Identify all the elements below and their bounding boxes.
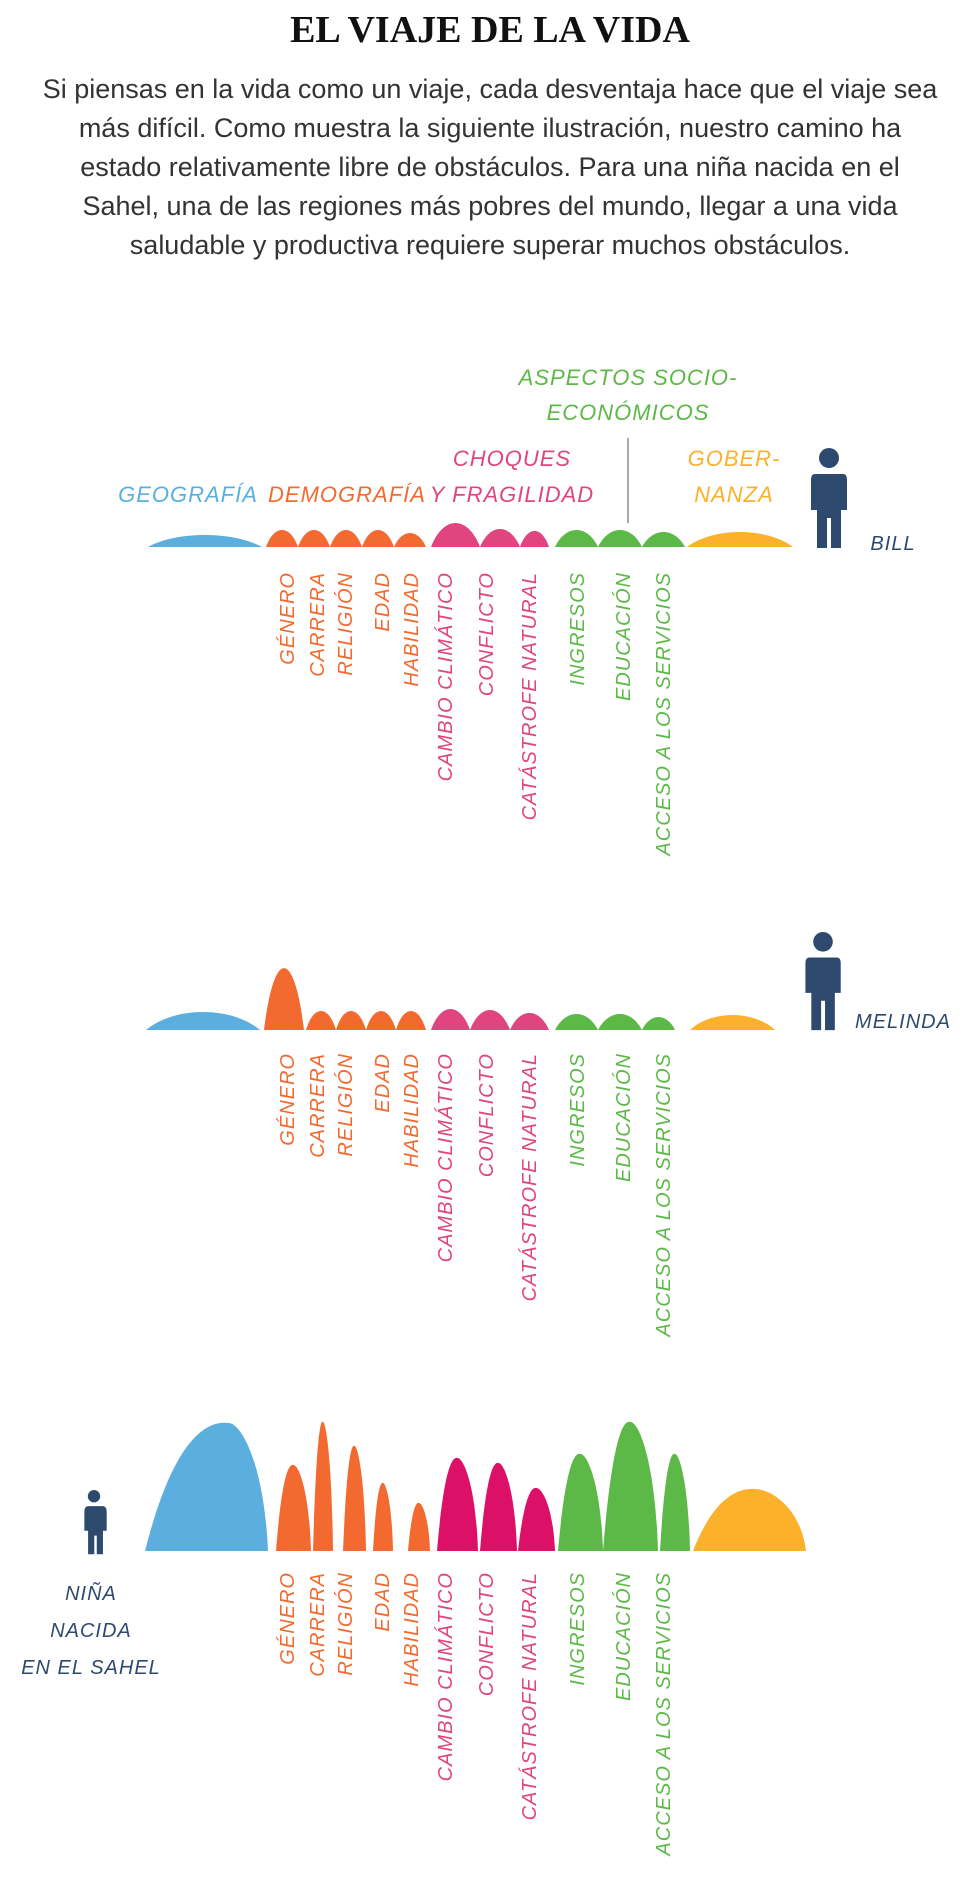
factor-label: HABILIDAD — [401, 572, 423, 687]
melinda-choques-bump — [510, 1013, 549, 1030]
factor-label: EDAD — [372, 1572, 394, 1632]
bill-demografia-bump — [266, 530, 298, 547]
bill-choques-bump — [431, 523, 480, 547]
sahel-demografia-bump — [276, 1464, 311, 1551]
factor-label: ACCESO A LOS SERVICIOS — [653, 1053, 675, 1338]
melinda-demografia-bump — [366, 1011, 396, 1030]
bill-demografia-bump — [394, 533, 426, 547]
factor-label: HABILIDAD — [401, 1572, 423, 1687]
melinda-socio-bump — [642, 1017, 675, 1030]
factor-label: INGRESOS — [567, 1053, 589, 1167]
bill-figure-body — [811, 474, 847, 548]
category-label-choques: CHOQUES — [453, 446, 571, 471]
factor-label: EDAD — [372, 572, 394, 632]
factor-label: RELIGIÓN — [334, 1053, 357, 1157]
melinda-geografia-bump — [146, 1012, 260, 1030]
bill-gobernanza-bump — [687, 532, 793, 547]
sahel-socio-bump — [603, 1421, 658, 1551]
factor-label: EDAD — [372, 1053, 394, 1113]
bill-socio-bump — [642, 532, 685, 547]
person-name-bill: BILL — [870, 533, 915, 555]
category-label-socio: ECONÓMICOS — [547, 400, 710, 425]
factor-label: ACCESO A LOS SERVICIOS — [653, 572, 675, 857]
factor-label: GÉNERO — [276, 1572, 299, 1665]
melinda-choques-bump — [470, 1010, 510, 1030]
category-label-demografia: DEMOGRAFÍA — [268, 482, 426, 507]
factor-label: RELIGIÓN — [334, 572, 357, 676]
melinda-demografia-bump — [306, 1011, 336, 1030]
factor-label: INGRESOS — [567, 1572, 589, 1686]
category-label-geografia: GEOGRAFÍA — [118, 482, 258, 507]
sahel-geografia-bump — [145, 1422, 268, 1551]
sahel-demografia-bump — [373, 1482, 393, 1551]
factor-label: HABILIDAD — [401, 1053, 423, 1168]
factor-label: CAMBIO CLIMÁTICO — [434, 572, 457, 781]
factor-label: EDUCACIÓN — [612, 1572, 635, 1701]
sahel-socio-bump — [558, 1453, 603, 1551]
factor-label: INGRESOS — [567, 572, 589, 686]
category-label-gobernanza: NANZA — [694, 482, 774, 507]
factor-label: CARRERA — [307, 1572, 329, 1677]
factor-label: CATÁSTROFE NATURAL — [518, 1572, 541, 1820]
factor-label: ACCESO A LOS SERVICIOS — [653, 1572, 675, 1857]
melinda-genero-bump — [264, 968, 304, 1030]
sahel-demografia-bump — [313, 1421, 333, 1551]
sahel-gobernanza-bump — [693, 1488, 806, 1551]
bill-demografia-bump — [330, 530, 362, 547]
melinda-socio-bump — [555, 1014, 598, 1030]
factor-label: EDUCACIÓN — [612, 1053, 635, 1182]
sahel-demografia-bump — [343, 1445, 366, 1551]
bill-choques-bump — [480, 529, 520, 547]
melinda-gobernanza-bump — [690, 1015, 775, 1030]
sahel-choques-bump — [480, 1462, 517, 1551]
bill-demografia-bump — [362, 530, 394, 547]
factor-label: RELIGIÓN — [334, 1572, 357, 1676]
factor-label: CONFLICTO — [476, 572, 498, 696]
melinda-figure-head — [813, 932, 833, 952]
category-label-socio: ASPECTOS SOCIO- — [517, 365, 738, 390]
page-title: EL VIAJE DE LA VIDA — [290, 9, 690, 51]
person-name-sahel: NIÑA — [65, 1581, 117, 1605]
sahel-demografia-bump — [408, 1502, 430, 1551]
factor-label: GÉNERO — [276, 1053, 299, 1146]
factor-label: CAMBIO CLIMÁTICO — [434, 1572, 457, 1781]
intro-paragraph: Si piensas en la vida como un viaje, cad… — [42, 74, 938, 260]
category-label-gobernanza: GOBER- — [688, 446, 781, 471]
melinda-demografia-bump — [396, 1011, 426, 1030]
person-name-melinda: MELINDA — [855, 1011, 951, 1033]
factor-label: CONFLICTO — [476, 1572, 498, 1696]
factor-label: EDUCACIÓN — [612, 572, 635, 701]
bill-figure-head — [819, 448, 839, 468]
melinda-figure-body — [805, 957, 841, 1031]
sahel-choques-bump — [437, 1457, 478, 1551]
sahel-girl-figure-body — [84, 1506, 107, 1555]
bill-socio-bump — [555, 530, 598, 547]
sahel-socio-bump — [660, 1453, 690, 1551]
bill-geografia-bump — [148, 535, 262, 547]
person-name-sahel: EN EL SAHEL — [21, 1657, 161, 1679]
factor-label: CONFLICTO — [476, 1053, 498, 1177]
factor-label: GÉNERO — [276, 572, 299, 665]
sahel-girl-figure-head — [87, 1490, 101, 1503]
factor-label: CATÁSTROFE NATURAL — [518, 1053, 541, 1301]
melinda-socio-bump — [598, 1014, 642, 1030]
melinda-demografia-bump — [336, 1011, 366, 1030]
melinda-choques-bump — [431, 1009, 470, 1030]
factor-label: CAMBIO CLIMÁTICO — [434, 1053, 457, 1262]
factor-label: CATÁSTROFE NATURAL — [518, 572, 541, 820]
factor-label: CARRERA — [307, 1053, 329, 1158]
person-name-sahel: NACIDA — [50, 1620, 132, 1642]
factor-label: CARRERA — [307, 572, 329, 677]
bill-demografia-bump — [298, 530, 330, 547]
bill-choques-bump — [520, 531, 549, 547]
sahel-choques-bump — [518, 1487, 555, 1551]
category-label-choques: Y FRAGILIDAD — [430, 482, 594, 507]
bill-socio-bump — [598, 530, 642, 547]
